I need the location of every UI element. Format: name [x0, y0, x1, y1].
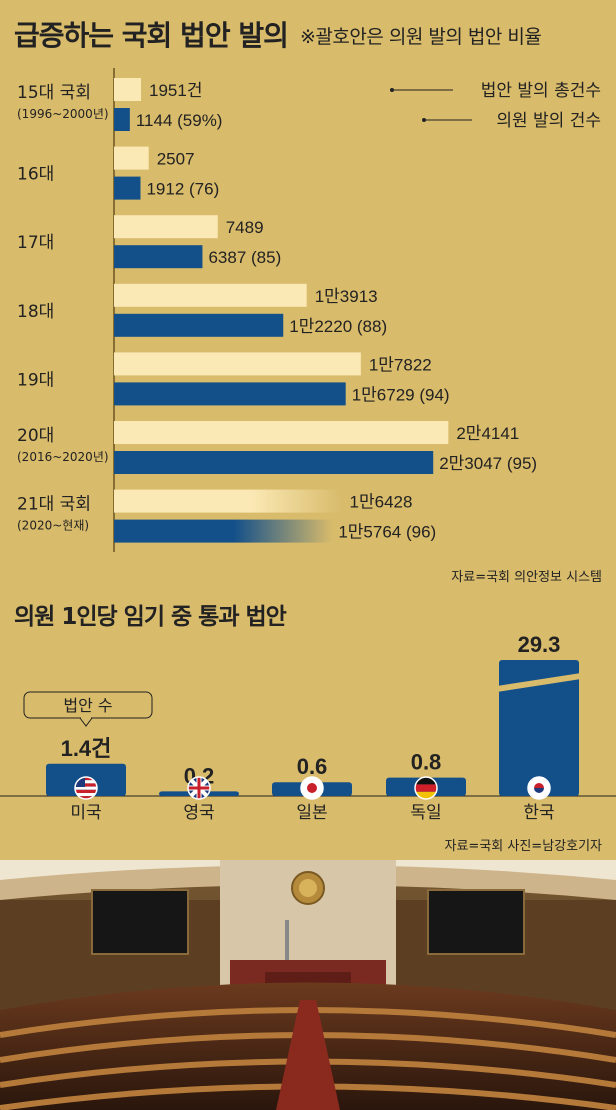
category-period-5: (2016~2020년) [17, 450, 109, 464]
uk-flag-icon [187, 776, 211, 800]
callout-pointer-mask [81, 716, 91, 719]
header: 급증하는 국회 법안 발의 ※괄호안은 의원 발의 법안 비율 [0, 0, 616, 60]
label-total-1: 2507 [157, 150, 195, 169]
korea-flag-icon-rim [527, 776, 551, 800]
category-label-0: 미국 [70, 803, 101, 823]
stripe [75, 796, 97, 799]
legend-total: 법안 발의 총건수 [481, 81, 601, 101]
category-label-3: 독일 [410, 803, 441, 823]
band-red [415, 784, 437, 792]
chart2-title: 의원 1인당 임기 중 통과 법안 [14, 604, 287, 630]
source-note-1: 자료=국회 의안정보 시스템 [451, 570, 602, 585]
germany-flag-icon-rim [414, 776, 438, 800]
legend-member: 의원 발의 건수 [496, 111, 601, 131]
canton [75, 777, 85, 787]
stripe [75, 793, 97, 797]
category-label-5: 20대 [17, 426, 54, 446]
bill-proposal-chart: 1951건 1144 (59%) 15대 국회 (1996~2000년) 2507 191… [17, 68, 601, 552]
bar-member-4 [114, 382, 346, 406]
category-period-6: (2020~현재) [17, 519, 89, 533]
label-total-5: 2만4141 [456, 424, 519, 443]
bar-total-4 [114, 352, 361, 376]
label-total-4: 1만7822 [369, 355, 432, 374]
value-label-0: 1.4건 [61, 736, 112, 761]
stripe [75, 780, 97, 784]
label-member-2: 6387 (85) [208, 248, 281, 267]
taegeuk-top [534, 783, 544, 788]
bar-member-0 [114, 108, 130, 131]
label-total-2: 7489 [226, 218, 264, 237]
bar-total-1 [114, 146, 149, 170]
category-period-0: (1996~2000년) [17, 107, 109, 121]
callout-text: 법안 수 [63, 696, 112, 715]
value-label-2: 0.6 [297, 754, 328, 779]
japan-flag-icon-fill [301, 777, 323, 799]
assembly-photo [0, 860, 616, 1110]
bar-total-2 [114, 215, 218, 239]
category-label-6: 21대 국회 [17, 495, 91, 515]
sun [307, 783, 317, 793]
stripe [75, 783, 97, 787]
label-member-3: 1만2220 (88) [289, 317, 387, 336]
axis-break [497, 673, 581, 692]
japan-flag-icon-rim [300, 776, 324, 800]
bar-total-6 [114, 489, 342, 513]
label-member-1: 1912 (76) [146, 180, 219, 199]
bar-member-6 [114, 519, 333, 543]
stripe [75, 786, 97, 790]
category-label-1: 영국 [183, 803, 214, 823]
category-label-0: 15대 국회 [17, 83, 91, 103]
category-label-4: 한국 [523, 803, 554, 823]
category-label-2: 17대 [17, 233, 54, 253]
category-label-2: 일본 [296, 803, 327, 823]
bar-total-0 [114, 78, 142, 101]
stripe [75, 777, 97, 781]
japan-flag-icon [300, 776, 324, 800]
category-label-4: 19대 [17, 370, 54, 390]
national-assembly-hall-image [0, 860, 616, 1110]
page-title: 급증하는 국회 법안 발의 [14, 19, 289, 52]
bar-member-1 [114, 176, 141, 200]
germany-flag-icon [414, 776, 438, 800]
us-flag-icon [74, 776, 98, 800]
legend-dot-member [422, 118, 426, 122]
category-label-1: 16대 [17, 165, 54, 185]
taegeuk-bottom [534, 788, 544, 793]
bar-member-3 [114, 313, 284, 337]
bar-total-5 [114, 421, 449, 444]
bar-total-3 [114, 283, 307, 307]
cross-v-red [197, 777, 201, 799]
label-member-6: 1만5764 (96) [338, 523, 436, 542]
bar-member-2 [114, 245, 203, 269]
korea-flag-icon [527, 776, 551, 800]
us-flag-icon-rim [74, 776, 98, 800]
bar-4 [499, 660, 579, 796]
us-flag-icon-fill [75, 777, 97, 799]
label-member-0: 1144 (59%) [136, 111, 223, 130]
band-gold [415, 791, 437, 799]
label-member-4: 1만6729 (94) [352, 385, 450, 404]
uk-flag-icon-rim [187, 776, 211, 800]
band-black [415, 777, 437, 785]
label-total-3: 1만3913 [315, 287, 378, 306]
category-label-3: 18대 [17, 302, 54, 322]
legend-dot-total [390, 88, 394, 92]
value-label-3: 0.8 [411, 750, 442, 775]
label-member-5: 2만3047 (95) [439, 454, 537, 473]
page-subtitle: ※괄호안은 의원 발의 법안 비율 [300, 26, 542, 48]
stripe [75, 789, 97, 793]
germany-flag-icon-fill [415, 777, 437, 799]
label-total-0: 1951건 [149, 81, 202, 100]
bar-member-5 [114, 451, 434, 474]
callout-pointer [79, 717, 93, 727]
source-note-2: 자료=국회 사진=남강호기자 [444, 839, 602, 854]
value-label-4: 29.3 [518, 632, 561, 657]
label-total-6: 1만6428 [350, 493, 413, 512]
